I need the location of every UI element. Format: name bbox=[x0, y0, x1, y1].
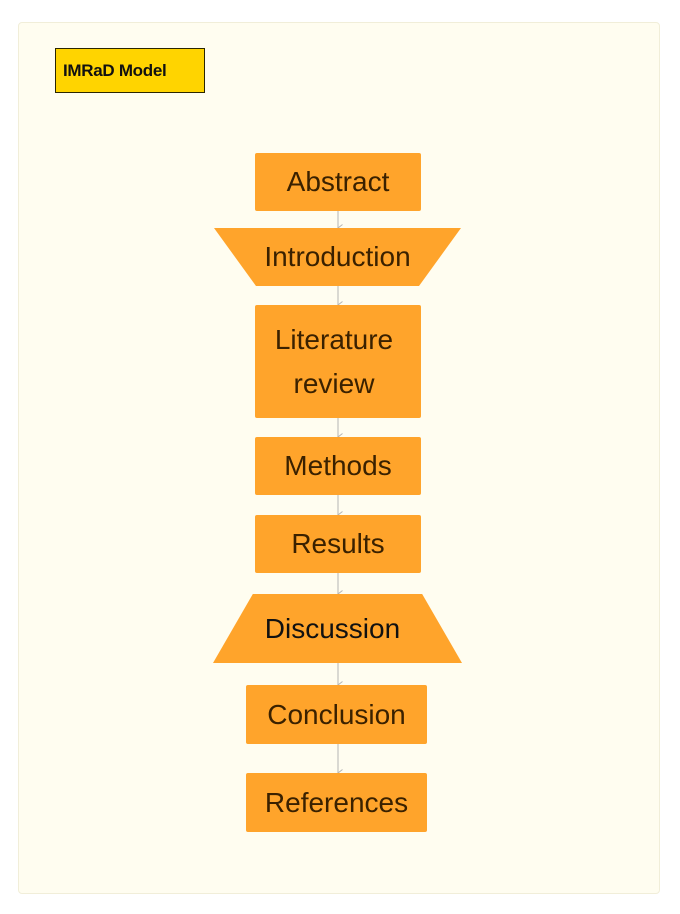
node-references-label: References bbox=[264, 786, 409, 818]
node-abstract[interactable]: Abstract bbox=[255, 153, 421, 211]
diagram-title: IMRaD Model bbox=[55, 48, 205, 93]
node-conclusion[interactable]: Conclusion bbox=[246, 685, 427, 744]
node-results[interactable]: Results bbox=[255, 515, 421, 573]
node-references[interactable]: References bbox=[246, 773, 427, 832]
node-abstract-label: Abstract bbox=[286, 166, 390, 197]
node-methods-label: Methods bbox=[284, 450, 392, 481]
node-introduction-label: Introduction bbox=[264, 241, 411, 272]
node-introduction[interactable]: Introduction bbox=[214, 228, 461, 286]
node-conclusion-label: Conclusion bbox=[267, 698, 406, 730]
node-literature-review-label: Literature review bbox=[274, 323, 394, 399]
node-methods[interactable]: Methods bbox=[255, 437, 421, 495]
node-discussion-label: Discussion bbox=[264, 612, 401, 644]
node-results-label: Results bbox=[291, 528, 385, 559]
node-literature-review[interactable]: Literature review bbox=[255, 305, 421, 418]
node-discussion[interactable]: Discussion bbox=[213, 594, 462, 663]
